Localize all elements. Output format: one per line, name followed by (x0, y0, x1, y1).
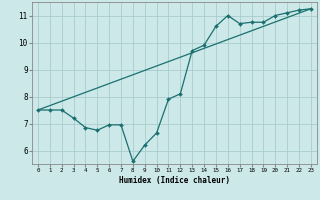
X-axis label: Humidex (Indice chaleur): Humidex (Indice chaleur) (119, 176, 230, 185)
